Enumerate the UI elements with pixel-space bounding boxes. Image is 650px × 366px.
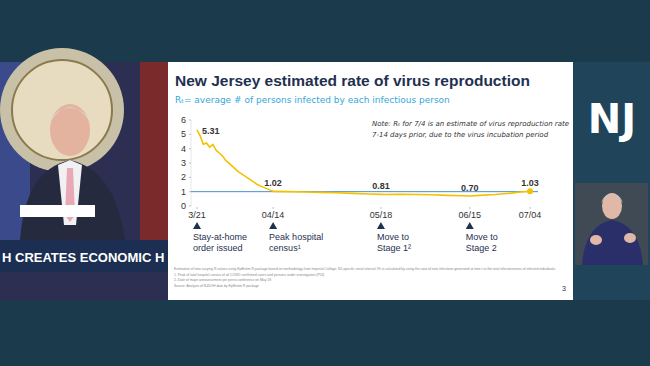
y-tick <box>189 206 191 207</box>
x-tick-label: 05/18 <box>370 210 393 220</box>
x-tick <box>273 207 274 209</box>
subtitle: Rₜ= average # of persons infected by eac… <box>175 95 450 105</box>
y-tick-label: 2 <box>181 172 186 182</box>
footnote: Source: Analysis of NJDOH data by EpiEst… <box>174 284 259 288</box>
footnote: 2. Date of major announcement per press … <box>174 278 271 282</box>
event-label: Stage 2 <box>466 243 497 253</box>
point-label: 1.03 <box>521 178 539 188</box>
flag <box>140 62 168 242</box>
y-tick-label: 6 <box>181 115 186 125</box>
event-label: order issued <box>193 243 243 253</box>
y-tick-label: 5 <box>181 129 186 139</box>
page-number: 3 <box>562 285 566 292</box>
interpreter-hand <box>624 233 636 243</box>
interpreter-hand <box>590 235 602 245</box>
interpreter-hair <box>601 194 623 203</box>
x-tick <box>469 207 470 209</box>
event-marker <box>193 222 201 229</box>
event-marker <box>269 222 277 229</box>
end-point <box>527 188 533 194</box>
slide-bg <box>168 62 573 300</box>
x-tick-label: 07/04 <box>519 210 542 220</box>
y-tick <box>189 191 191 192</box>
banner-text: H CREATES ECONOMIC H <box>2 250 164 265</box>
speaker-video: H CREATES ECONOMIC H <box>0 48 168 300</box>
y-tick <box>189 177 191 178</box>
y-tick-label: 3 <box>181 158 186 168</box>
x-tick-label: 3/21 <box>188 210 206 220</box>
event-label: Move to <box>377 232 409 242</box>
y-tick <box>189 120 191 121</box>
banner-bg <box>0 240 168 272</box>
x-tick <box>197 207 198 209</box>
logo: NJ <box>588 96 636 142</box>
y-tick <box>189 134 191 135</box>
papers <box>20 205 95 217</box>
footnote: 1. Peak of total hospital census of all … <box>174 273 324 277</box>
reference-line <box>191 191 538 192</box>
event-label: census¹ <box>269 243 301 253</box>
x-tick-label: 04/14 <box>262 210 285 220</box>
event-label: Peak hospital <box>269 232 323 242</box>
event-marker <box>466 222 474 229</box>
hair <box>50 107 90 122</box>
point-label: 0.81 <box>372 181 390 191</box>
x-tick-label: 06/15 <box>458 210 481 220</box>
seal <box>0 48 124 172</box>
suit <box>20 160 125 240</box>
screen: H CREATES ECONOMIC H New Jersey estimated… <box>0 0 650 366</box>
footnote: Estimation of time-varying R values usin… <box>174 267 555 271</box>
note: Note: Rₜ for 7/4 is an estimate of virus… <box>372 120 569 128</box>
event-label: Stay-at-home <box>193 232 247 242</box>
event-label: Stage 1² <box>377 243 411 253</box>
y-tick-label: 1 <box>181 187 186 197</box>
right-panel-bg <box>573 62 650 300</box>
y-tick-label: 0 <box>181 201 186 211</box>
note: 7-14 days prior, due to the virus incuba… <box>372 131 549 139</box>
x-tick <box>380 207 381 209</box>
plot-area <box>197 130 533 196</box>
slide: New Jersey estimated rate of virus repro… <box>168 62 573 300</box>
title: New Jersey estimated rate of virus repro… <box>175 72 530 89</box>
head <box>50 104 90 156</box>
y-tick <box>189 148 191 149</box>
interpreter-head <box>602 193 622 219</box>
point-label: 0.70 <box>461 183 479 193</box>
right-panel: NJ <box>573 62 650 300</box>
point-label: 5.31 <box>202 126 220 136</box>
rt-line <box>197 130 530 196</box>
y-tick <box>189 163 191 164</box>
x-tick <box>530 207 531 209</box>
interpreter-video <box>575 183 648 265</box>
event-label: Move to <box>466 232 498 242</box>
event-marker <box>377 222 385 229</box>
seal-inner <box>12 60 112 160</box>
background <box>0 0 650 366</box>
y-tick-label: 4 <box>181 144 186 154</box>
interpreter-body <box>582 220 643 265</box>
point-label: 1.02 <box>264 178 282 188</box>
